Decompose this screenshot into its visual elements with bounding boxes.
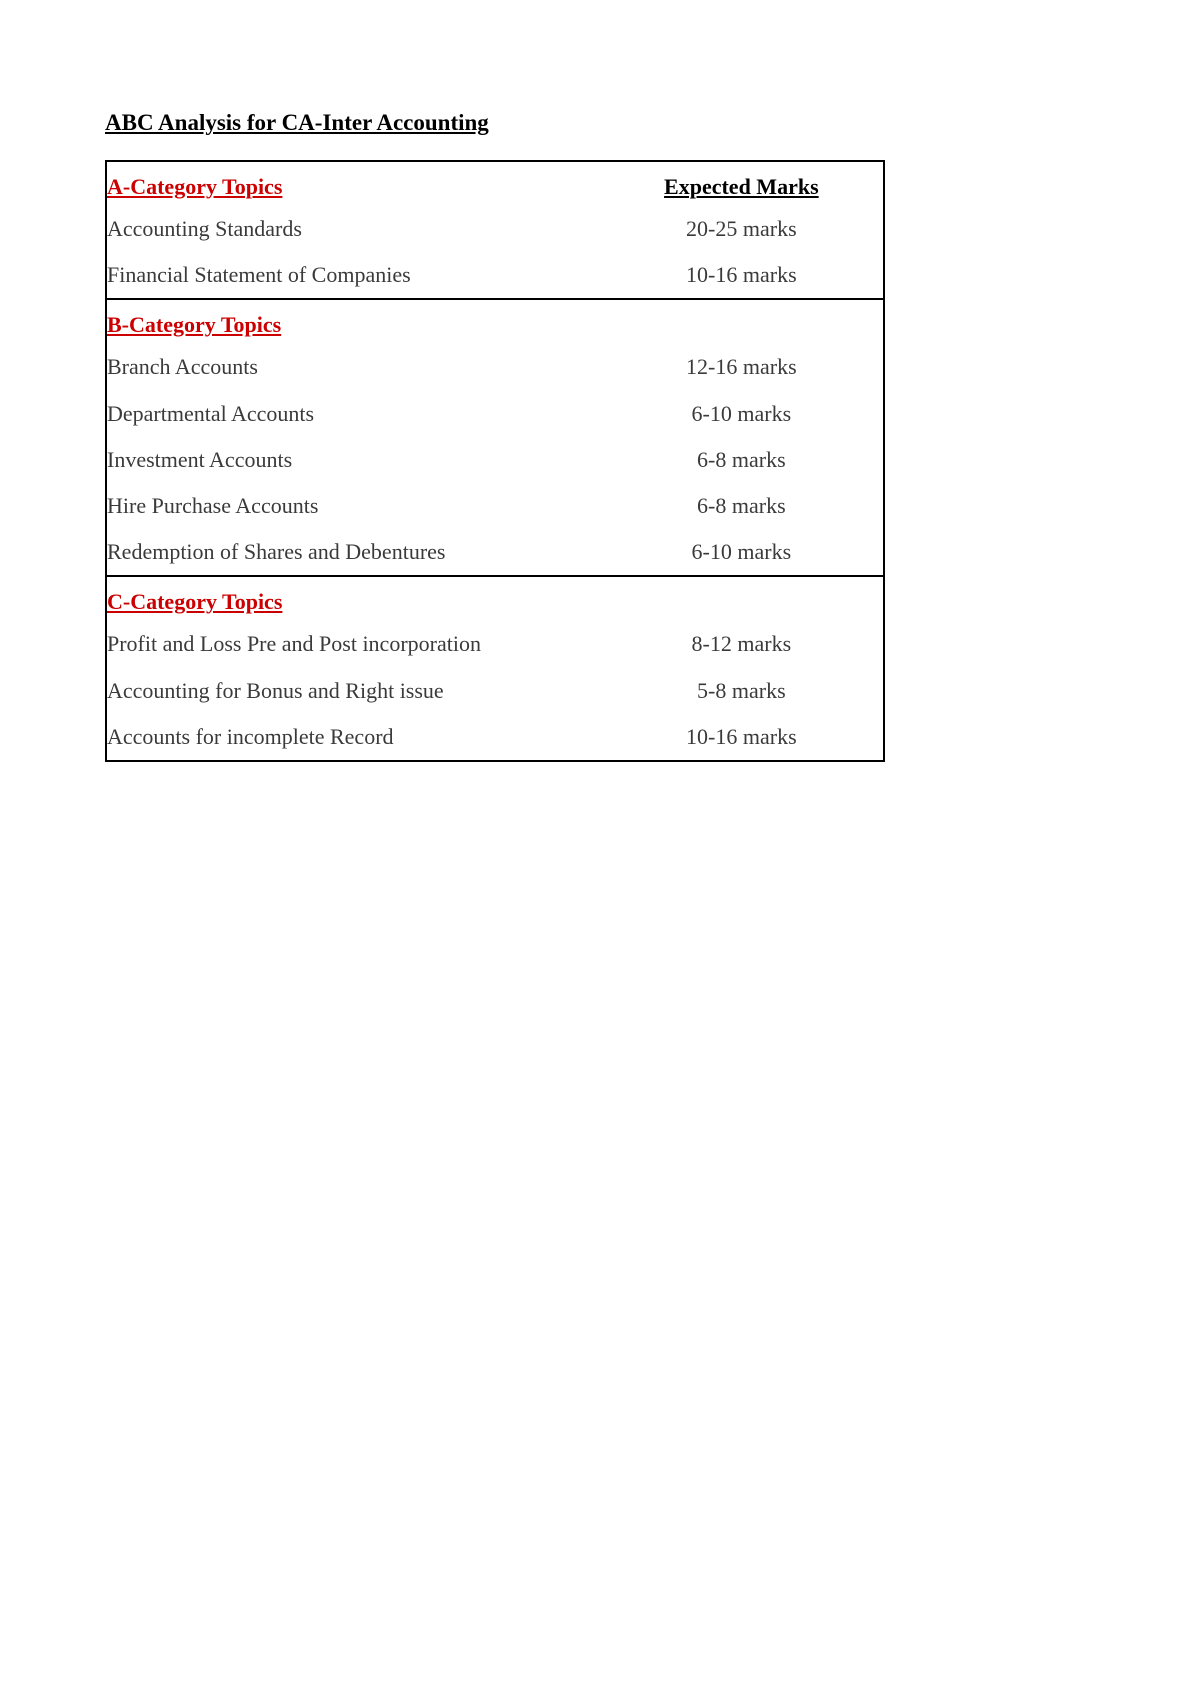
topic-item: Redemption of Shares and Debentures [107,529,600,575]
topic-item: Accounting for Bonus and Right issue [107,668,600,714]
marks-item: 12-16 marks [600,344,883,390]
category-a-header: A-Category Topics [107,162,600,206]
marks-item: 10-16 marks [600,252,883,298]
analysis-table: A-Category Topics Accounting Standards F… [105,160,885,762]
marks-item: 6-10 marks [600,391,883,437]
page-title: ABC Analysis for CA-Inter Accounting [105,110,1100,136]
expected-marks-header: Expected Marks [600,162,883,206]
topic-item: Financial Statement of Companies [107,252,600,298]
topic-item: Investment Accounts [107,437,600,483]
marks-item: 10-16 marks [600,714,883,760]
category-b-header: B-Category Topics [107,300,600,344]
topic-item: Departmental Accounts [107,391,600,437]
topic-item: Hire Purchase Accounts [107,483,600,529]
marks-item: 5-8 marks [600,668,883,714]
marks-item: 6-10 marks [600,529,883,575]
section-a-row: A-Category Topics Accounting Standards F… [106,161,884,299]
topic-item: Branch Accounts [107,344,600,390]
topic-item: Profit and Loss Pre and Post incorporati… [107,621,600,667]
section-b-row: B-Category Topics Branch Accounts Depart… [106,299,884,576]
marks-item: 8-12 marks [600,621,883,667]
topic-item: Accounts for incomplete Record [107,714,600,760]
section-c-row: C-Category Topics Profit and Loss Pre an… [106,576,884,761]
marks-item: 20-25 marks [600,206,883,252]
category-c-header: C-Category Topics [107,577,600,621]
topic-item: Accounting Standards [107,206,600,252]
marks-item: 6-8 marks [600,437,883,483]
marks-item: 6-8 marks [600,483,883,529]
